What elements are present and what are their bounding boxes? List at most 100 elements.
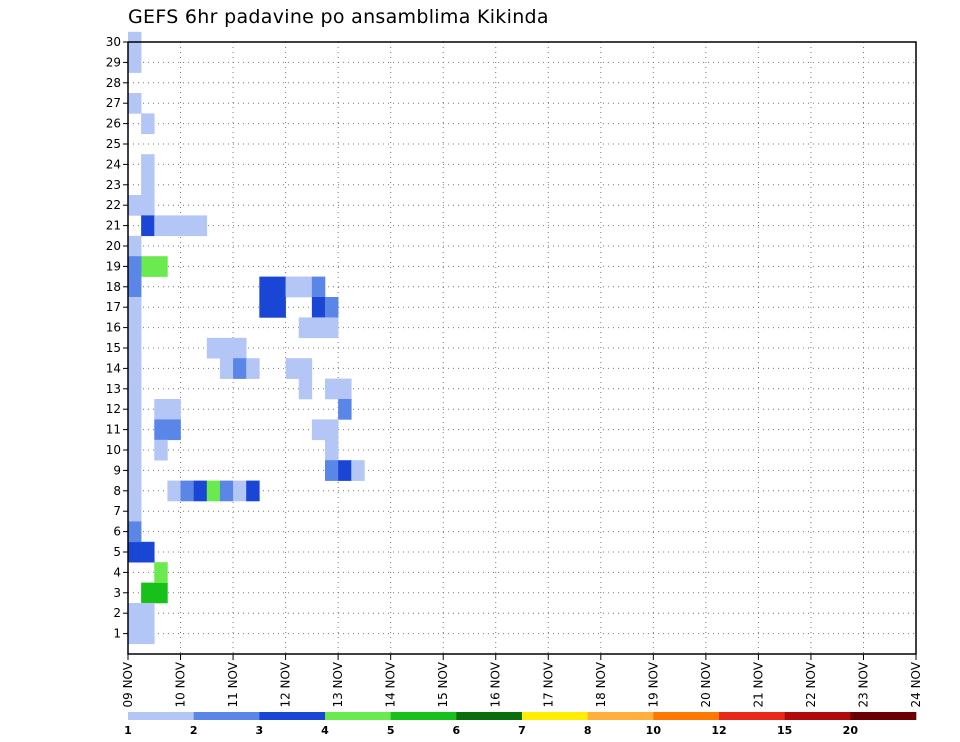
heatmap-cell [259,276,273,298]
heatmap-cell [219,358,234,379]
x-tick-label: 12 NOV [279,661,293,707]
heatmap-cell [311,297,326,318]
x-tick-label: 18 NOV [594,661,608,707]
y-tick-label: 29 [106,55,121,69]
heatmap-cell [128,317,142,339]
y-tick-label: 24 [106,157,121,171]
colorbar-label: 1 [124,724,132,737]
colorbar: 1 2 3 4 5 6 7 8 10 12 15 20 [124,712,917,737]
heatmap-cell [233,358,247,379]
heatmap-cell [141,623,155,645]
heatmap-cell [298,378,313,400]
colorbar-label: 2 [190,724,198,737]
heatmap-cell [128,358,142,379]
heatmap-cell [141,582,155,604]
colorbar-segment [784,712,851,720]
heatmap-cell [141,154,155,175]
heatmap-cell [128,256,142,277]
heatmap-cell [141,215,155,237]
colorbar-segment [719,712,785,720]
heatmap-cell [311,317,326,339]
heatmap-cell [141,603,155,624]
y-tick-label: 13 [106,382,121,396]
y-tick-label: 30 [106,35,121,49]
x-tick-label: 09 NOV [121,661,135,707]
heatmap-cell [338,460,352,481]
y-tick-label: 21 [106,219,121,233]
heatmap-cell [154,256,168,277]
colorbar-segment [193,712,260,720]
heatmap-cell [272,297,286,318]
heatmap-cell [351,460,365,481]
heatmap-cell [128,603,142,624]
heatmap-cell [285,276,300,298]
y-tick-label: 27 [106,96,121,110]
heatmap-cell [285,358,300,379]
heatmap-cell [325,439,339,461]
heatmap-cell [219,337,234,359]
heatmap-cell [154,582,168,604]
heatmap-cell [128,93,142,114]
colorbar-label: 20 [843,724,859,737]
heatmap-cell [128,501,142,522]
heatmap-cell [128,195,142,216]
x-tick-label: 14 NOV [384,661,398,707]
heatmap-cell [259,297,273,318]
heatmap-cell [167,419,181,441]
chart-title: GEFS 6hr padavine po ansamblima Kikinda [128,6,549,28]
heatmap-cell [141,256,155,277]
y-tick-label: 17 [106,300,121,314]
y-tick-label: 10 [106,443,121,457]
heatmap-cell [128,399,142,420]
heatmap-cell [128,52,142,73]
grid-layer [128,42,916,654]
heatmap-cell [180,480,194,502]
heatmap-cell [338,378,352,400]
y-tick-label: 2 [113,606,121,620]
heatmap-cell [141,541,155,563]
heatmap-cell [128,235,142,257]
y-tick-label: 11 [106,423,121,437]
y-tick-label: 20 [106,239,121,253]
colorbar-label: 7 [518,724,526,737]
heatmap-cell [128,276,142,298]
y-tick-label: 23 [106,178,121,192]
heatmap-cell [325,419,339,441]
colorbar-segment [325,712,391,720]
y-tick-label: 8 [113,484,121,498]
heatmap-cell [154,399,168,420]
y-tick-label: 12 [106,402,121,416]
heatmap-cell [167,399,181,420]
heatmap-cell [128,623,142,645]
y-tick-label: 16 [106,321,121,335]
y-tick-label: 14 [106,361,121,375]
heatmap-cell [167,480,181,502]
heatmap-cell [141,113,155,135]
heatmap-cell [206,480,221,502]
heatmap-cell [233,337,247,359]
y-tick-label: 15 [106,341,121,355]
heatmap-cell [154,215,168,237]
heatmap-cell [206,337,221,359]
heatmap-cell [128,378,142,400]
heatmap-cell [167,215,181,237]
x-tick-label: 21 NOV [751,661,765,707]
y-tick-label: 19 [106,259,121,273]
x-tick-label: 11 NOV [226,661,240,707]
y-tick-label: 3 [113,586,121,600]
colorbar-segment [456,712,523,720]
x-tick-label: 15 NOV [436,661,450,707]
heatmap-cell [193,215,208,237]
colorbar-segment [390,712,457,720]
colorbar-segment [653,712,720,720]
cell-layer [128,31,365,645]
heatmap-cell [128,541,142,563]
heatmap-cell [128,480,142,502]
heatmap-cell [128,439,142,461]
colorbar-segment [259,712,326,720]
tick-layer: 1234567891011121314151617181920212223242… [106,35,923,708]
y-tick-label: 6 [113,525,121,539]
heatmap-cell [154,562,168,583]
y-tick-label: 5 [113,545,121,559]
